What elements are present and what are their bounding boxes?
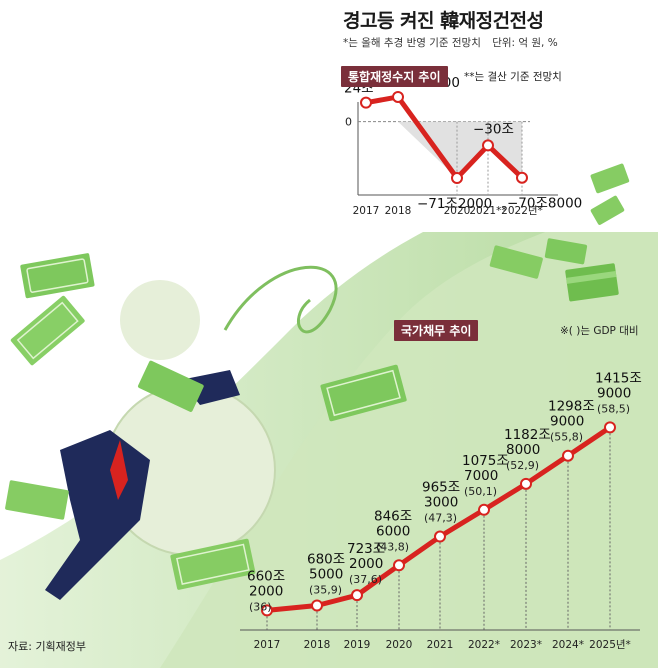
debt-data-label: 680조	[307, 552, 345, 568]
debt-gdp-label: (35,9)	[309, 584, 342, 597]
balance-point	[516, 171, 528, 184]
balance-panel-bg	[335, 0, 658, 232]
balance-x-tick-label: 2020	[444, 205, 471, 217]
debt-data-label: 9000	[550, 414, 584, 430]
debt-data-label: 6000	[376, 523, 410, 539]
debt-x-tick-label: 2024*	[552, 639, 584, 651]
debt-point	[562, 449, 574, 462]
balance-panel-label: 통합재정수지 추이	[341, 66, 448, 87]
debt-x-tick-label: 2019	[344, 639, 371, 651]
debt-point	[604, 421, 616, 434]
forecast-note: *는 올해 추경 반영 기준 전망치	[343, 37, 481, 49]
balance-x-tick-label: 2022년*	[501, 205, 543, 217]
debt-data-label: 1075조	[462, 453, 509, 469]
debt-panel-note: ※( )는 GDP 대비	[560, 325, 639, 337]
debt-gdp-label: (50,1)	[464, 485, 497, 498]
businessman-illustration	[45, 370, 240, 600]
debt-x-tick-label: 2021	[427, 639, 454, 651]
debt-data-label: 7000	[464, 468, 498, 484]
debt-data-label: 1182조	[504, 427, 551, 443]
debt-x-tick-label: 2022*	[468, 639, 500, 651]
debt-point	[311, 599, 323, 612]
debt-point	[351, 589, 363, 602]
debt-gdp-label: (43,8)	[376, 540, 409, 553]
debt-gdp-label: (55,8)	[550, 431, 583, 444]
balance-deficit-area	[366, 121, 522, 179]
balance-data-label: −70조8000	[507, 196, 582, 212]
debt-x-tick-label: 2023*	[510, 639, 542, 651]
source-note: 자료: 기획재정부	[8, 640, 87, 653]
debt-gdp-label: (36)	[249, 600, 272, 613]
debt-x-tick-label: 2017	[254, 639, 281, 651]
debt-point	[520, 477, 532, 490]
debt-gdp-label: (47,3)	[424, 512, 457, 525]
debt-point	[478, 503, 490, 516]
balance-x-tick-label: 2018	[385, 205, 412, 217]
debt-data-label: 9000	[597, 385, 631, 401]
balance-point	[360, 96, 372, 109]
title-block: 경고등 켜진 韓재정건전성 *는 올해 추경 반영 기준 전망치 단위: 억 원…	[343, 6, 653, 50]
debt-data-label: 965조	[422, 480, 460, 496]
debt-chart: 660조2000(36)680조5000(35,9)723조2000(37,6)…	[240, 370, 642, 651]
debt-gdp-label: (58,5)	[597, 402, 630, 415]
balance-data-label: −71조2000	[417, 196, 492, 212]
debt-gdp-label: (37,6)	[349, 573, 382, 586]
header-notes: *는 올해 추경 반영 기준 전망치 단위: 억 원, %	[343, 35, 653, 50]
banknote-icons	[5, 163, 630, 590]
debt-data-label: 1298조	[548, 399, 595, 415]
debt-x-tick-label: 2020	[386, 639, 413, 651]
debt-data-label: 660조	[247, 568, 285, 584]
balance-y-tick-label: 0	[345, 116, 352, 129]
balance-point	[392, 90, 404, 103]
debt-gdp-label: (52,9)	[506, 459, 539, 472]
debt-data-label: 5000	[309, 567, 343, 583]
unit-note: 단위: 억 원, %	[492, 37, 558, 49]
debt-point	[434, 530, 446, 543]
money-bag-illustration	[104, 265, 338, 556]
balance-x-tick-label: 2017	[353, 205, 380, 217]
debt-x-tick-label: 2025년*	[589, 639, 631, 651]
balance-x-tick-label: 2021**	[469, 205, 506, 217]
page-title: 경고등 켜진 韓재정건전성	[343, 10, 544, 32]
green-hill-front	[160, 190, 658, 668]
balance-panel-note: **는 결산 기준 전망치	[464, 71, 562, 83]
debt-panel-label: 국가채무 추이	[394, 320, 479, 341]
debt-data-label: 2000	[249, 583, 283, 599]
debt-x-tick-label: 2018	[304, 639, 331, 651]
balance-point	[482, 139, 494, 152]
debt-data-label: 2000	[349, 556, 383, 572]
debt-data-label: 723조	[347, 541, 385, 557]
debt-point	[261, 604, 273, 617]
balance-data-label: −30조	[473, 121, 514, 137]
balance-point	[451, 172, 463, 185]
debt-point	[393, 559, 405, 572]
debt-data-label: 1415조	[595, 370, 642, 386]
debt-data-label: 8000	[506, 442, 540, 458]
debt-data-label: 3000	[424, 495, 458, 511]
debt-data-label: 846조	[374, 508, 412, 524]
